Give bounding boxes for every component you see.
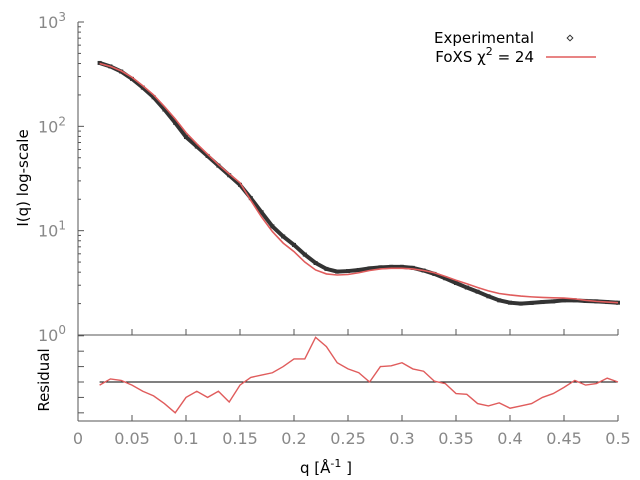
x-axis-label: q [Å-1 ] xyxy=(300,457,352,477)
y-tick-base: 10 xyxy=(38,222,58,241)
experimental-point xyxy=(443,276,448,281)
legend-foxs-prefix: FoXS χ xyxy=(435,48,486,66)
experimental-point xyxy=(432,271,437,276)
experimental-point xyxy=(410,265,415,270)
experimental-point xyxy=(194,144,199,149)
foxs-fit-line xyxy=(99,62,619,304)
experimental-point xyxy=(464,285,469,290)
x-tick-label: 0.5 xyxy=(605,429,630,448)
y-axis-label: I(q) log-scale xyxy=(14,129,32,226)
experimental-point xyxy=(551,299,556,304)
x-axis-label-sup: -1 xyxy=(330,457,341,470)
experimental-point xyxy=(270,224,275,229)
x-tick-label: 0.3 xyxy=(389,429,414,448)
experimental-point xyxy=(378,265,383,270)
experimental-point xyxy=(562,298,566,303)
experimental-trace xyxy=(98,61,619,306)
experimental-point xyxy=(540,300,545,305)
residual-line xyxy=(99,336,619,414)
x-axis-label-main: q [Å xyxy=(300,458,331,477)
y-tick-base: 10 xyxy=(38,117,58,136)
experimental-point xyxy=(572,298,577,303)
experimental-point xyxy=(238,182,242,187)
x-tick-label: 0.15 xyxy=(222,429,258,448)
y-tick-exp: 0 xyxy=(58,323,66,337)
legend: Experimental FoXS χ2 = 24 xyxy=(434,29,596,66)
x-tick-label: 0 xyxy=(73,429,83,448)
experimental-point xyxy=(151,95,156,100)
experimental-point xyxy=(389,264,394,269)
legend-label-experimental: Experimental xyxy=(434,29,534,47)
y-tick-label: 102 xyxy=(38,114,66,136)
experimental-point xyxy=(205,153,210,158)
x-tick-label: 0.45 xyxy=(546,429,582,448)
x-tick-label: 0.4 xyxy=(497,429,522,448)
experimental-point xyxy=(454,281,458,286)
experimental-point xyxy=(281,234,286,239)
experimental-point xyxy=(184,135,188,140)
experimental-point xyxy=(497,298,502,303)
chart-marks xyxy=(97,60,620,414)
experimental-point xyxy=(97,60,102,65)
experimental-point xyxy=(227,173,232,178)
experimental-point xyxy=(313,260,318,265)
x-tick-label: 0.35 xyxy=(438,429,474,448)
y-tick-exp: 3 xyxy=(58,10,66,24)
experimental-point xyxy=(367,266,372,271)
experimental-point xyxy=(248,196,253,201)
x-tick-label: 0.05 xyxy=(114,429,150,448)
experimental-point xyxy=(518,301,523,306)
experimental-point xyxy=(140,85,145,90)
experimental-point xyxy=(130,76,134,81)
y-tick-base: 10 xyxy=(38,13,58,32)
residual-axis-label: Residual xyxy=(35,348,53,411)
experimental-point xyxy=(529,300,534,305)
y-tick-label: 101 xyxy=(38,219,66,241)
x-axis-label-end: ] xyxy=(341,459,352,477)
y-tick-label: 100 xyxy=(38,323,66,345)
x-tick-label: 0.2 xyxy=(281,429,306,448)
legend-marker-experimental xyxy=(566,34,574,42)
legend-label-foxs: FoXS χ2 = 24 xyxy=(435,45,534,66)
y-tick-exp: 2 xyxy=(58,114,66,128)
experimental-point xyxy=(259,210,264,215)
x-tick-label: 0.25 xyxy=(330,429,366,448)
x-tick-label: 0.1 xyxy=(173,429,198,448)
legend-foxs-suffix: = 24 xyxy=(493,48,534,66)
experimental-point xyxy=(486,294,491,299)
experimental-point xyxy=(400,264,404,269)
experimental-point xyxy=(356,267,361,272)
experimental-point xyxy=(162,107,167,112)
experimental-point xyxy=(346,269,350,274)
y-tick-exp: 1 xyxy=(58,219,66,233)
experimental-point xyxy=(508,300,512,305)
legend-foxs-sup: 2 xyxy=(486,45,493,58)
experimental-point xyxy=(173,120,178,125)
experimental-point xyxy=(475,289,480,294)
experimental-point xyxy=(335,269,340,274)
y-tick-label: 103 xyxy=(38,10,66,32)
experimental-point xyxy=(302,252,307,257)
y-tick-base: 10 xyxy=(38,326,58,345)
experimental-point xyxy=(324,266,329,271)
experimental-point xyxy=(292,242,296,247)
experimental-point xyxy=(216,163,221,168)
